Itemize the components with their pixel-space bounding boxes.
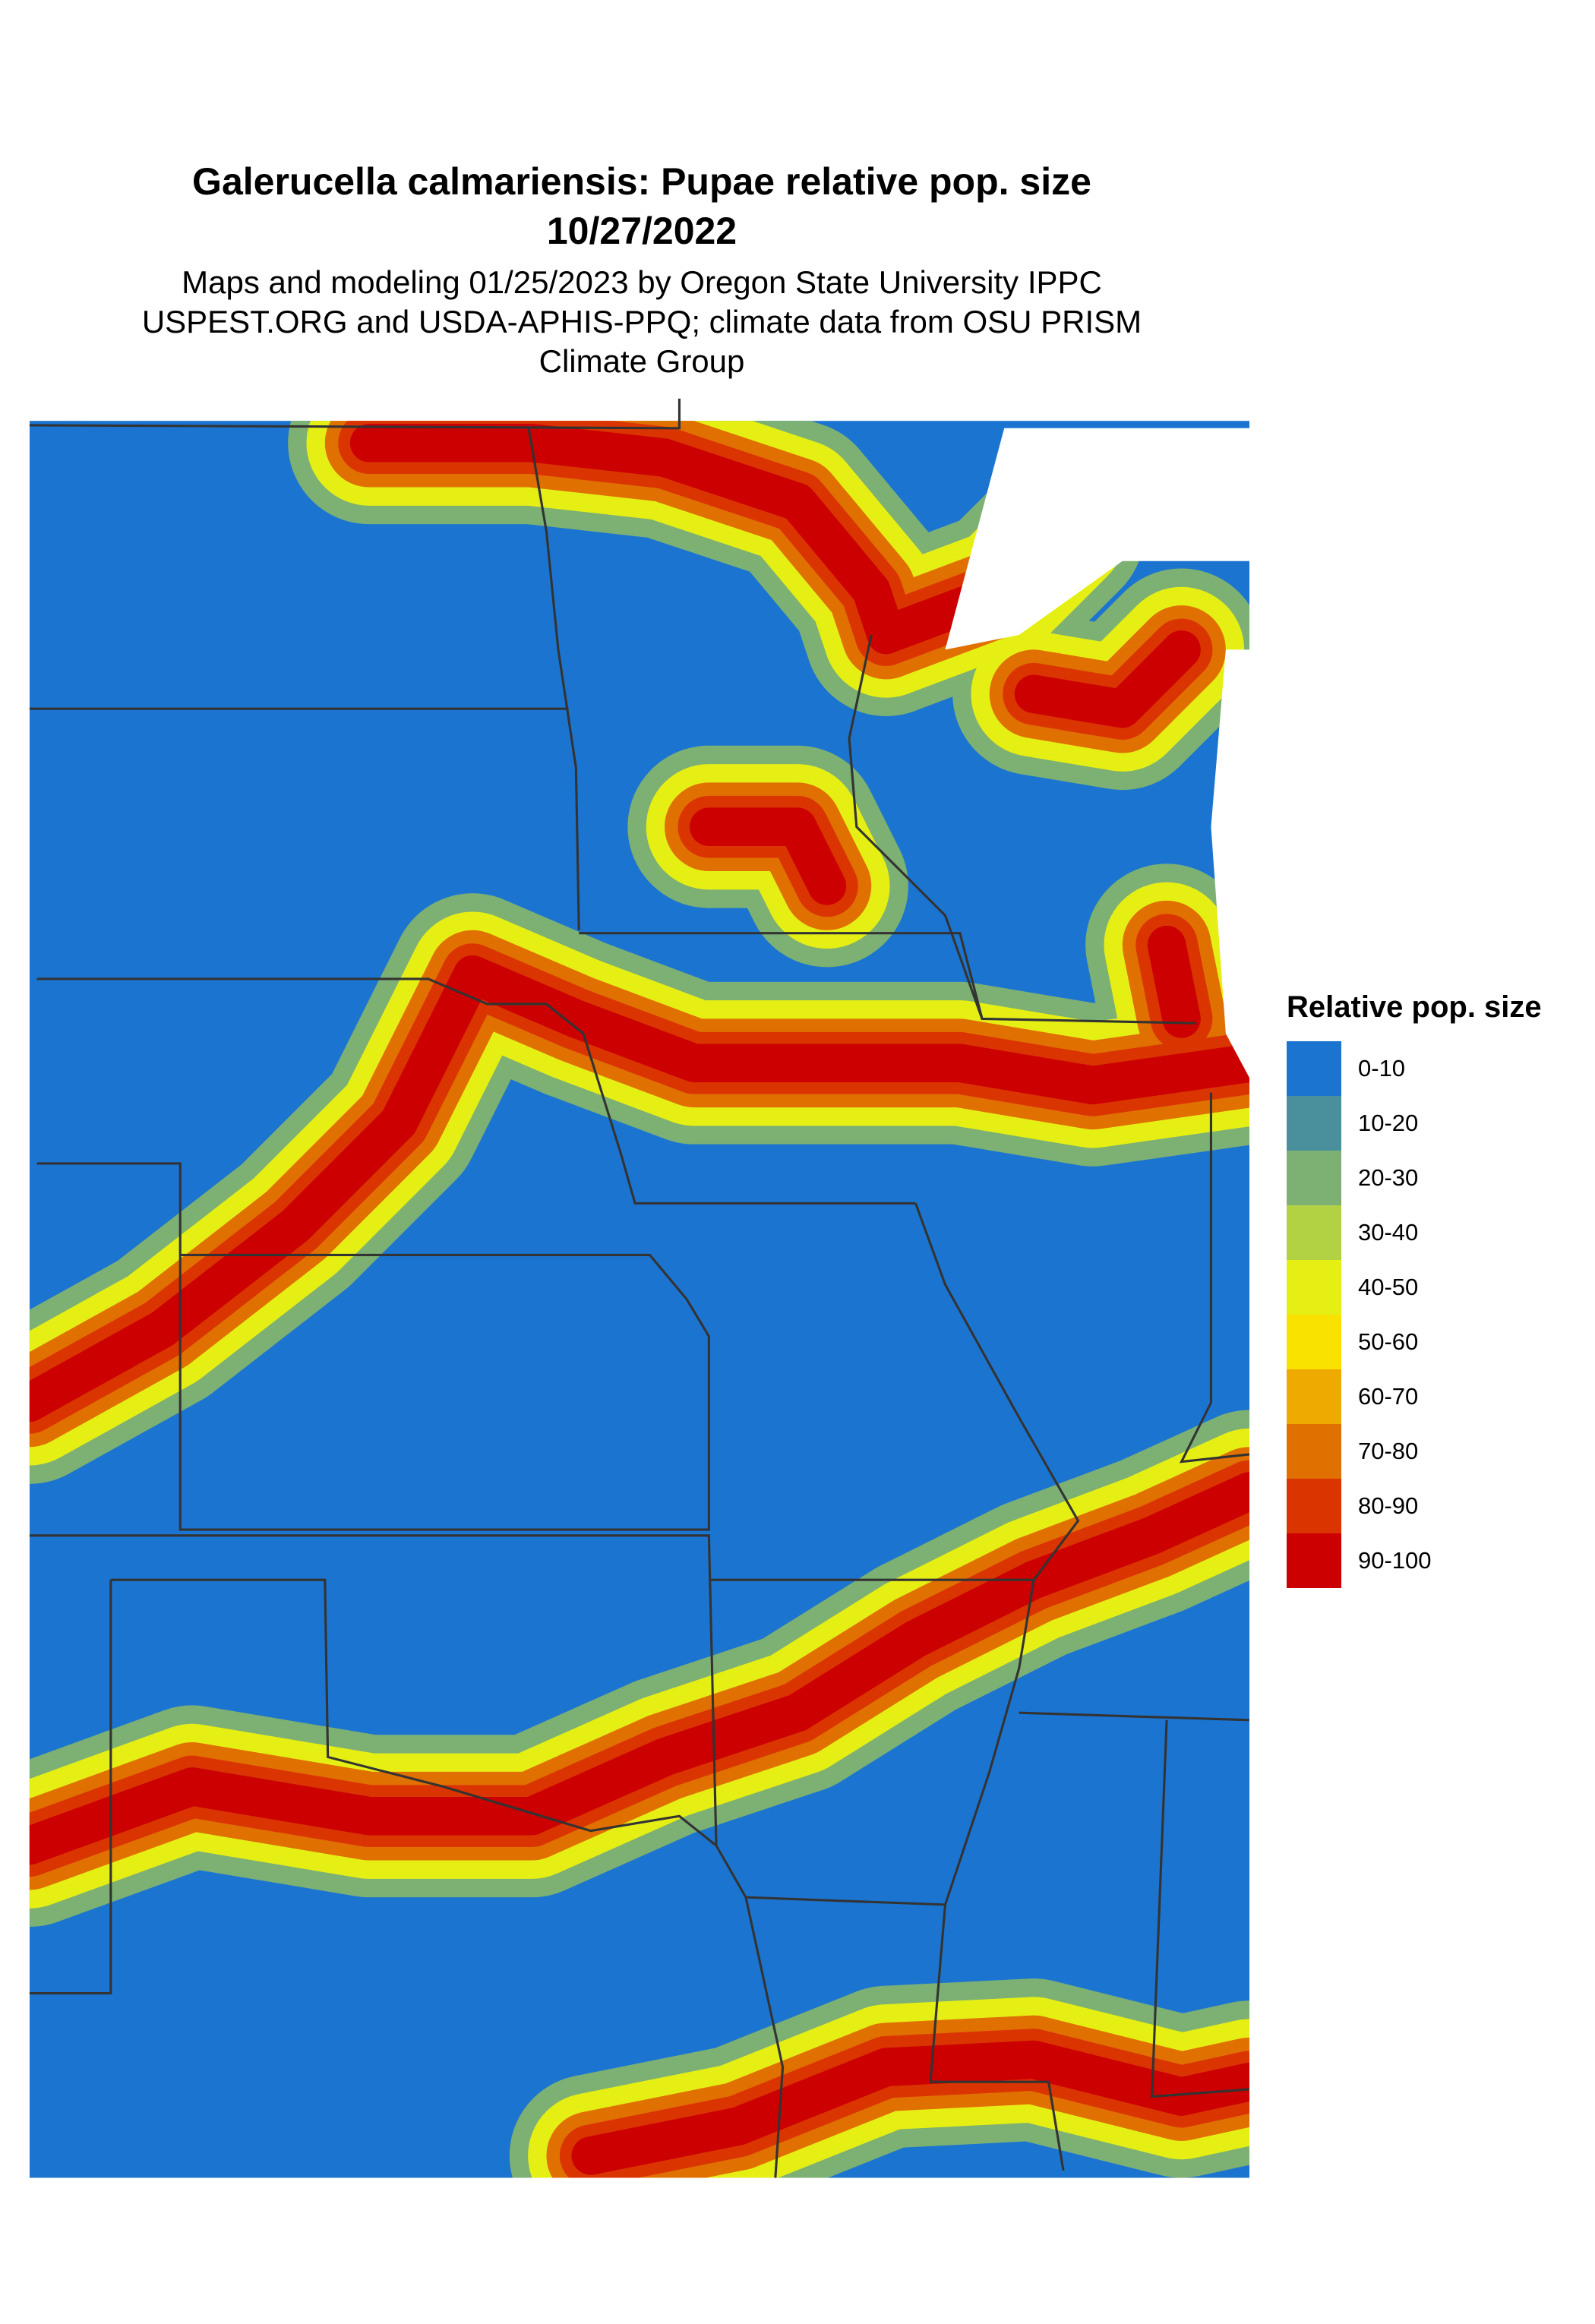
legend: Relative pop. size 0-10 10-20 20-30 30-40 40… xyxy=(1287,990,1542,1588)
legend-swatch xyxy=(1287,1533,1341,1588)
heat-band xyxy=(690,807,847,905)
legend-swatch xyxy=(1287,1424,1341,1479)
legend-swatch xyxy=(1287,1369,1341,1424)
subtitle-line-3: Climate Group xyxy=(539,343,745,379)
legend-item: 20-30 xyxy=(1287,1151,1542,1205)
legend-item: 30-40 xyxy=(1287,1205,1542,1260)
legend-label: 10-20 xyxy=(1358,1110,1419,1136)
legend-label: 0-10 xyxy=(1358,1055,1406,1081)
legend-swatch xyxy=(1287,1479,1341,1533)
legend-swatch xyxy=(1287,1096,1341,1151)
legend-label: 40-50 xyxy=(1358,1274,1419,1300)
legend-item: 70-80 xyxy=(1287,1424,1542,1479)
map-title: Galerucella calmariensis: Pupae relative… xyxy=(192,160,1091,203)
legend-label: 90-100 xyxy=(1358,1547,1432,1574)
legend-label: 30-40 xyxy=(1358,1219,1419,1246)
lake-area xyxy=(1211,649,1249,1078)
subtitle-line-2: USPEST.ORG and USDA-APHIS-PPQ; climate d… xyxy=(141,304,1142,339)
legend-swatch xyxy=(1287,1041,1341,1096)
legend-item: 80-90 xyxy=(1287,1479,1542,1533)
state-borders xyxy=(29,398,1250,2178)
legend-item: 0-10 xyxy=(1287,1041,1542,1096)
legend-item: 90-100 xyxy=(1287,1533,1542,1588)
legend-label: 20-30 xyxy=(1358,1164,1419,1191)
legend-label: 70-80 xyxy=(1358,1438,1419,1464)
legend-item: 40-50 xyxy=(1287,1260,1542,1315)
heat-band xyxy=(1147,925,1201,1038)
heat-band xyxy=(29,955,1249,1423)
legend-swatch xyxy=(1287,1205,1341,1260)
heat-band xyxy=(349,423,905,655)
heat-band xyxy=(29,1472,1249,1865)
legend-item: 60-70 xyxy=(1287,1369,1542,1424)
legend-label: 60-70 xyxy=(1358,1383,1419,1410)
legend-item: 10-20 xyxy=(1287,1096,1542,1151)
legend-label: 50-60 xyxy=(1358,1328,1419,1355)
legend-swatch xyxy=(1287,1315,1341,1369)
legend-item: 50-60 xyxy=(1287,1315,1542,1369)
legend-title: Relative pop. size xyxy=(1287,990,1542,1024)
legend-label: 80-90 xyxy=(1358,1492,1419,1519)
map-date: 10/27/2022 xyxy=(546,210,737,252)
heat-band xyxy=(1014,630,1201,728)
lake-area xyxy=(945,428,1249,650)
legend-swatch xyxy=(1287,1151,1341,1205)
subtitle-line-1: Maps and modeling 01/25/2023 by Oregon S… xyxy=(182,264,1102,300)
legend-swatch xyxy=(1287,1260,1341,1315)
